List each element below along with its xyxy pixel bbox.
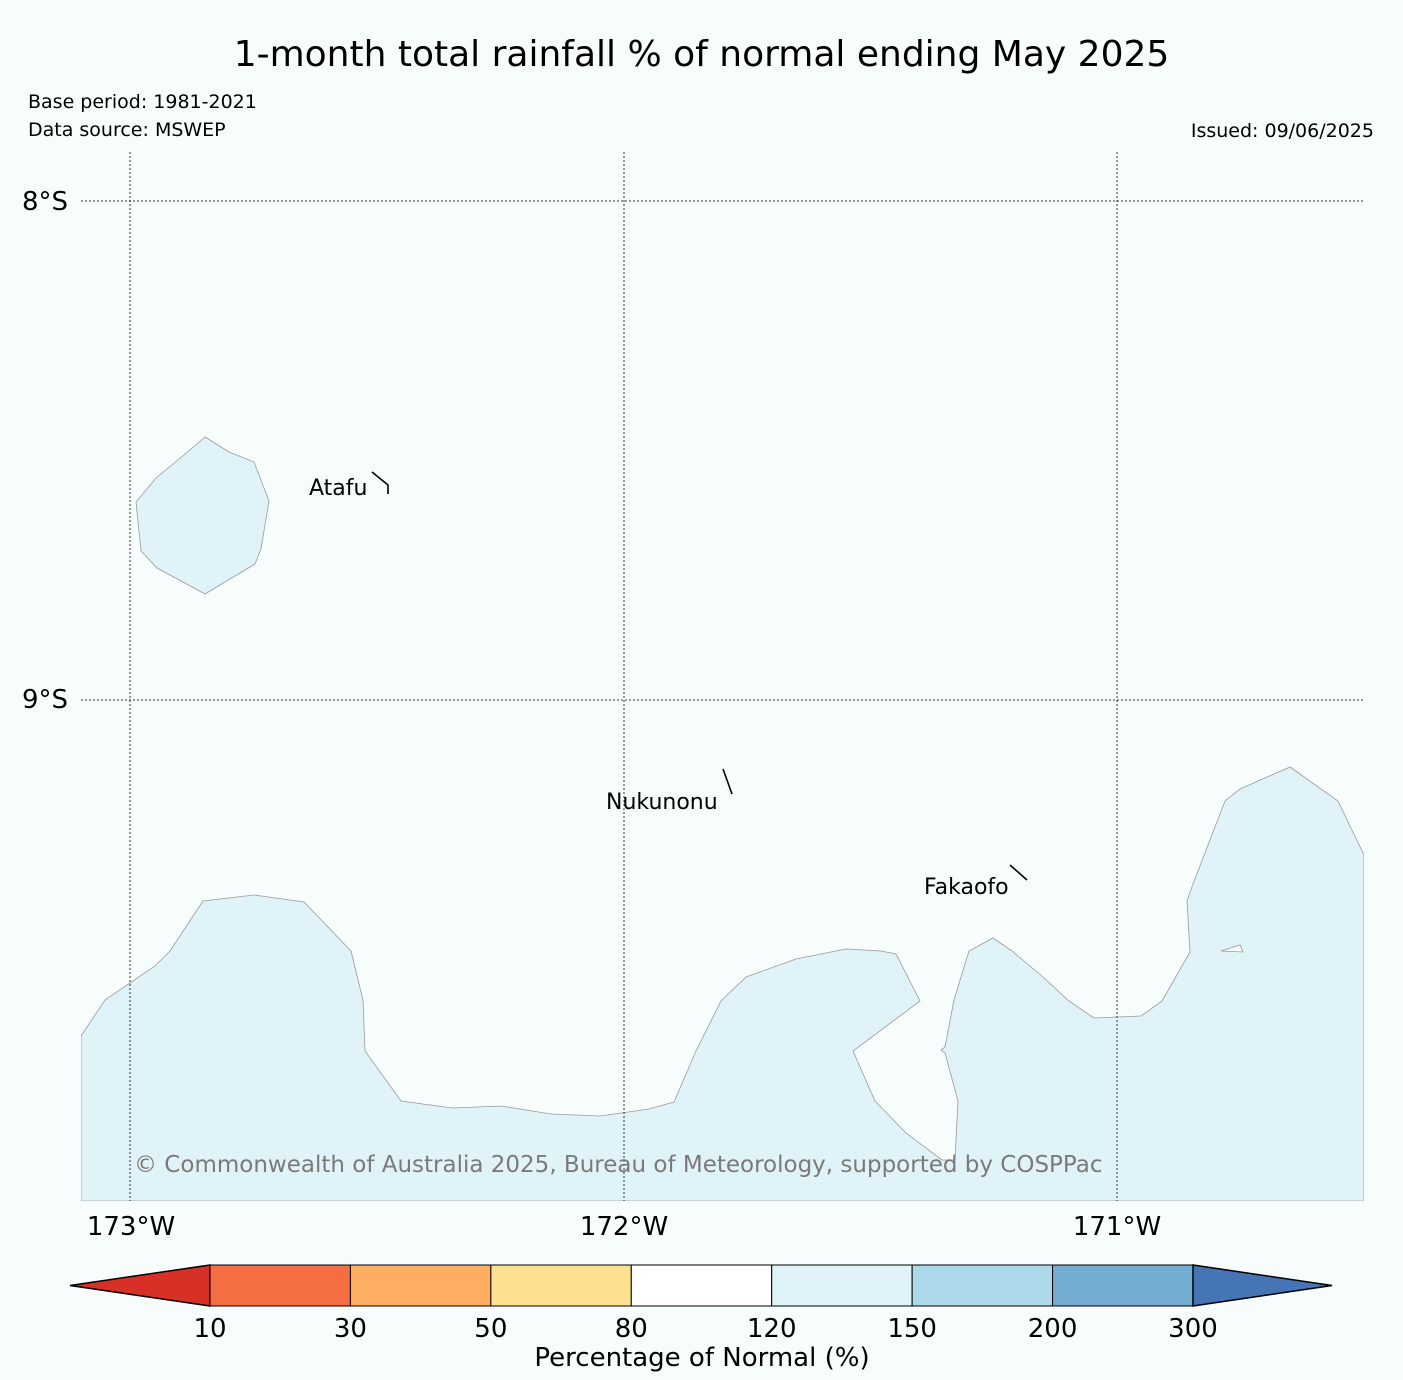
- data-source-label: Data source: MSWEP: [28, 119, 226, 141]
- copyright-notice: © Commonwealth of Australia 2025, Bureau…: [134, 1152, 1103, 1178]
- lon-label-173w: 173°W: [87, 1212, 175, 1242]
- graticule: [81, 152, 1364, 1201]
- colorbar: Percentage of Normal (%) 10 30 50 80 120 150 2…: [69, 1264, 1333, 1373]
- place-label-nukunonu: Nukunonu: [606, 790, 718, 815]
- issued-date-label: Issued: 09/06/2025: [1190, 120, 1374, 142]
- colorbar-tick-30: 30: [334, 1314, 367, 1344]
- atoll-outlines: [371, 471, 1028, 881]
- colorbar-tick-10: 10: [193, 1314, 226, 1344]
- shaded-region-south: [81, 766, 1364, 1201]
- colorbar-box-80-120: [630, 1264, 773, 1307]
- small-islet: [1220, 944, 1244, 953]
- colorbar-tick-200: 200: [1028, 1314, 1078, 1344]
- lat-label-8s: 8°S: [22, 187, 68, 217]
- nukunonu-atoll-outline: [722, 768, 733, 795]
- colorbar-tick-300: 300: [1168, 1314, 1218, 1344]
- colorbar-extend-low: [69, 1264, 211, 1307]
- place-label-atafu: Atafu: [309, 476, 367, 501]
- atafu-atoll-outline: [371, 471, 389, 494]
- lon-label-171w: 171°W: [1073, 1212, 1161, 1242]
- map-title: 1-month total rainfall % of normal endin…: [233, 34, 1170, 75]
- colorbar-extend-high: [1192, 1264, 1333, 1307]
- base-period-label: Base period: 1981-2021: [28, 91, 257, 113]
- colorbar-box-10-30: [209, 1264, 351, 1307]
- lon-label-172w: 172°W: [580, 1212, 668, 1242]
- colorbar-tick-150: 150: [887, 1314, 937, 1344]
- colorbar-tick-120: 120: [747, 1314, 797, 1344]
- colorbar-title: Percentage of Normal (%): [534, 1343, 869, 1373]
- colorbar-box-50-80: [490, 1264, 632, 1307]
- colorbar-tick-50: 50: [474, 1314, 507, 1344]
- colorbar-box-30-50: [349, 1264, 492, 1307]
- place-label-fakaofo: Fakaofo: [924, 875, 1009, 900]
- colorbar-box-120-150: [771, 1264, 913, 1307]
- lat-label-9s: 9°S: [22, 685, 68, 715]
- colorbar-tick-80: 80: [615, 1314, 648, 1344]
- colorbar-box-200-300: [1052, 1264, 1194, 1307]
- rainfall-shading: [81, 436, 1364, 1201]
- shaded-region-north: [135, 436, 270, 595]
- colorbar-box-150-200: [911, 1264, 1054, 1307]
- fakaofo-atoll-outline: [1009, 864, 1028, 881]
